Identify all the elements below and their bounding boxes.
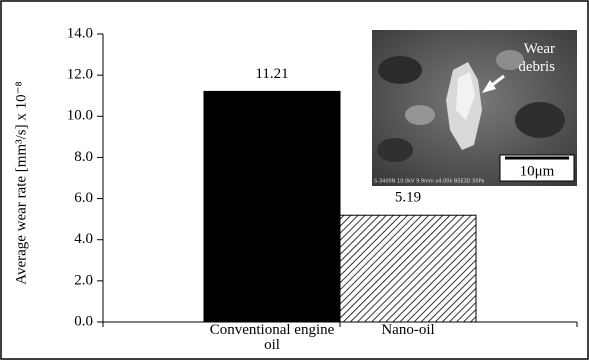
scale-bar-label: 10μm [520,163,555,179]
value-label: 11.21 [255,66,288,82]
x-tick-label: Conventional engine oil [207,323,337,353]
y-tick-label: 4.0 [74,231,93,247]
figure: Average wear rate [mm³/s] x 10⁻⁸ Weardeb… [0,0,589,360]
bar [340,215,476,322]
y-tick-label: 2.0 [74,272,93,288]
y-tick-label: 10.0 [67,108,93,124]
bar [204,91,340,322]
y-tick-label: 12.0 [67,67,93,83]
value-label: 5.19 [395,190,421,206]
x-tick-label: Nano-oil [343,323,473,338]
chart: Average wear rate [mm³/s] x 10⁻⁸ Weardeb… [0,0,589,360]
y-tick-label: 8.0 [74,149,93,165]
y-tick-label: 0.0 [74,313,93,329]
inset-footer: S-3400N 10.0kV 9.9mm x4.00k BSE3D 50Pa [374,179,484,185]
y-axis-label: Average wear rate [mm³/s] x 10⁻⁸ [13,81,29,285]
y-tick-label: 14.0 [67,25,93,41]
y-tick-label: 6.0 [74,190,93,206]
